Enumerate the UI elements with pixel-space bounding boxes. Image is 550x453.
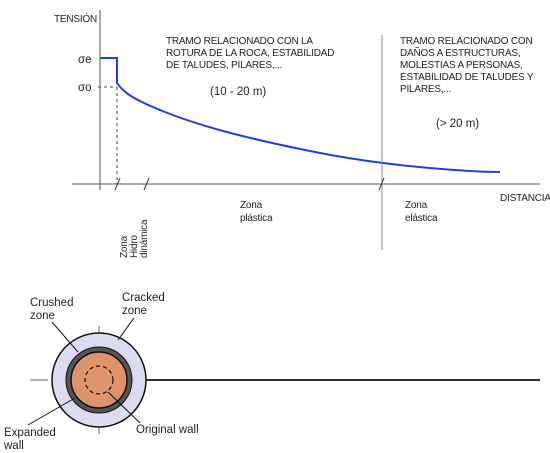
crushed-zone-leader (51, 321, 79, 353)
zone1-range: (10 - 20 m) (210, 86, 266, 98)
zone2-text-line-2: DAÑOS A ESTRUCTURAS, (400, 46, 520, 59)
zone1-text-line-3: DE TALUDES, PILARES,... (166, 60, 282, 71)
zona-hidro-line-2: Hidro (129, 234, 140, 258)
zona-hidro-line-3: dinámica (139, 219, 150, 258)
zona-elastica-label: Zona elástica (405, 200, 438, 224)
zona-plastica-line-1: Zona (240, 200, 263, 211)
zone1-text: TRAMO RELACIONADO CON LA ROTURA DE LA RO… (166, 36, 337, 71)
expanded-wall-leader (27, 397, 76, 426)
expanded-wall-line-1: Expanded (4, 427, 56, 439)
zona-hidro-line-1: Zona (119, 235, 130, 258)
break-mark-3 (378, 177, 385, 191)
expanded-hole (70, 351, 128, 409)
expanded-wall-line-2: wall (3, 440, 24, 452)
original-wall-circle (84, 365, 114, 395)
zone2-range: (> 20 m) (436, 118, 479, 130)
crushed-zone-line-2: zone (30, 310, 55, 322)
sigma-o-label: σo (78, 82, 92, 94)
zona-plastica-line-2: plástica (240, 213, 273, 224)
y-axis-label: TENSIÓN (54, 12, 97, 25)
zona-elastica-line-1: Zona (405, 200, 428, 211)
sigma-e-label: σe (78, 54, 92, 66)
zone2-text-line-3: MOLESTIAS A PERSONAS, (400, 60, 523, 71)
zone1-text-line-1: TRAMO RELACIONADO CON LA (166, 36, 313, 47)
crushed-zone-line-1: Crushed (30, 297, 73, 309)
cracked-zone-leader (117, 317, 135, 341)
crushed-zone-label: Crushed zone (30, 297, 77, 322)
zona-hidrodinamica-label: Zona Hidro dinámica (119, 219, 150, 258)
cracked-zone-label: Cracked zone (122, 292, 168, 317)
zone2-text: TRAMO RELACIONADO CON DAÑOS A ESTRUCTURA… (400, 36, 536, 95)
original-wall-leader (107, 391, 141, 424)
zone2-text-line-4: ESTABILIDAD DE TALUDES Y (400, 72, 534, 83)
break-mark-1 (114, 177, 121, 191)
break-mark-2 (143, 177, 150, 191)
cracked-zone-line-1: Cracked (122, 292, 165, 304)
stress-curve (100, 57, 501, 173)
cracked-zone-line-2: zone (122, 305, 147, 317)
axis-break-marks (114, 177, 385, 191)
zona-plastica-label: Zona plástica (240, 200, 273, 224)
expanded-wall-label: Expanded wall (3, 427, 59, 452)
x-axis-label: DISTANCIA (500, 193, 550, 204)
original-wall-label: Original wall (136, 424, 199, 436)
zone2-text-line-1: TRAMO RELACIONADO CON (400, 36, 532, 47)
zone2-text-line-5: PILARES,... (400, 84, 451, 95)
zona-elastica-line-2: elástica (405, 213, 438, 224)
zone1-text-line-2: ROTURA DE LA ROCA, ESTABILIDAD (166, 48, 334, 59)
